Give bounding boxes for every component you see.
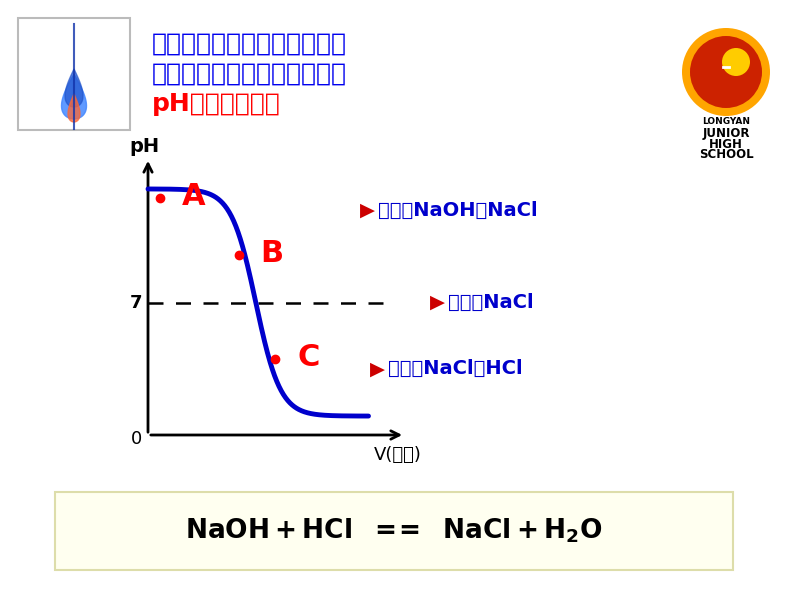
Polygon shape bbox=[61, 74, 87, 119]
Text: C: C bbox=[298, 343, 320, 372]
Text: 溶质：NaCl: 溶质：NaCl bbox=[448, 293, 534, 312]
Text: 溶液的烧杯中，烧杯中溶液的: 溶液的烧杯中，烧杯中溶液的 bbox=[152, 62, 347, 86]
Text: pH变化示意图：: pH变化示意图： bbox=[152, 92, 281, 116]
Text: A: A bbox=[183, 182, 206, 211]
Text: 0: 0 bbox=[130, 430, 141, 448]
Polygon shape bbox=[68, 94, 80, 122]
Circle shape bbox=[722, 48, 750, 76]
Text: pH: pH bbox=[129, 137, 159, 156]
Circle shape bbox=[682, 28, 770, 116]
Text: JUNIOR: JUNIOR bbox=[702, 126, 750, 139]
Bar bbox=[55, 492, 733, 570]
Text: 将盐酸逐滴加入盛有氢氧化钠: 将盐酸逐滴加入盛有氢氧化钠 bbox=[152, 32, 347, 56]
Text: HIGH: HIGH bbox=[709, 138, 743, 151]
Polygon shape bbox=[65, 69, 83, 107]
Text: ▶: ▶ bbox=[370, 359, 385, 378]
Text: $\mathbf{NaOH + HCl\ \ {=\!\!=}\ \ NaCl + H_2O}$: $\mathbf{NaOH + HCl\ \ {=\!\!=}\ \ NaCl … bbox=[185, 517, 603, 545]
Text: 溶质：NaOH、NaCl: 溶质：NaOH、NaCl bbox=[378, 200, 538, 219]
Text: B: B bbox=[260, 238, 283, 268]
Text: SCHOOL: SCHOOL bbox=[699, 148, 754, 162]
Text: V(盐酸): V(盐酸) bbox=[374, 446, 422, 464]
Text: ▶: ▶ bbox=[360, 200, 375, 219]
Bar bbox=[18, 18, 130, 130]
Text: ▶: ▶ bbox=[430, 293, 445, 312]
Circle shape bbox=[690, 36, 762, 108]
Text: 7: 7 bbox=[129, 293, 142, 312]
Text: LONGYAN: LONGYAN bbox=[702, 117, 750, 126]
Text: 溶质：NaCl、HCl: 溶质：NaCl、HCl bbox=[388, 359, 522, 378]
